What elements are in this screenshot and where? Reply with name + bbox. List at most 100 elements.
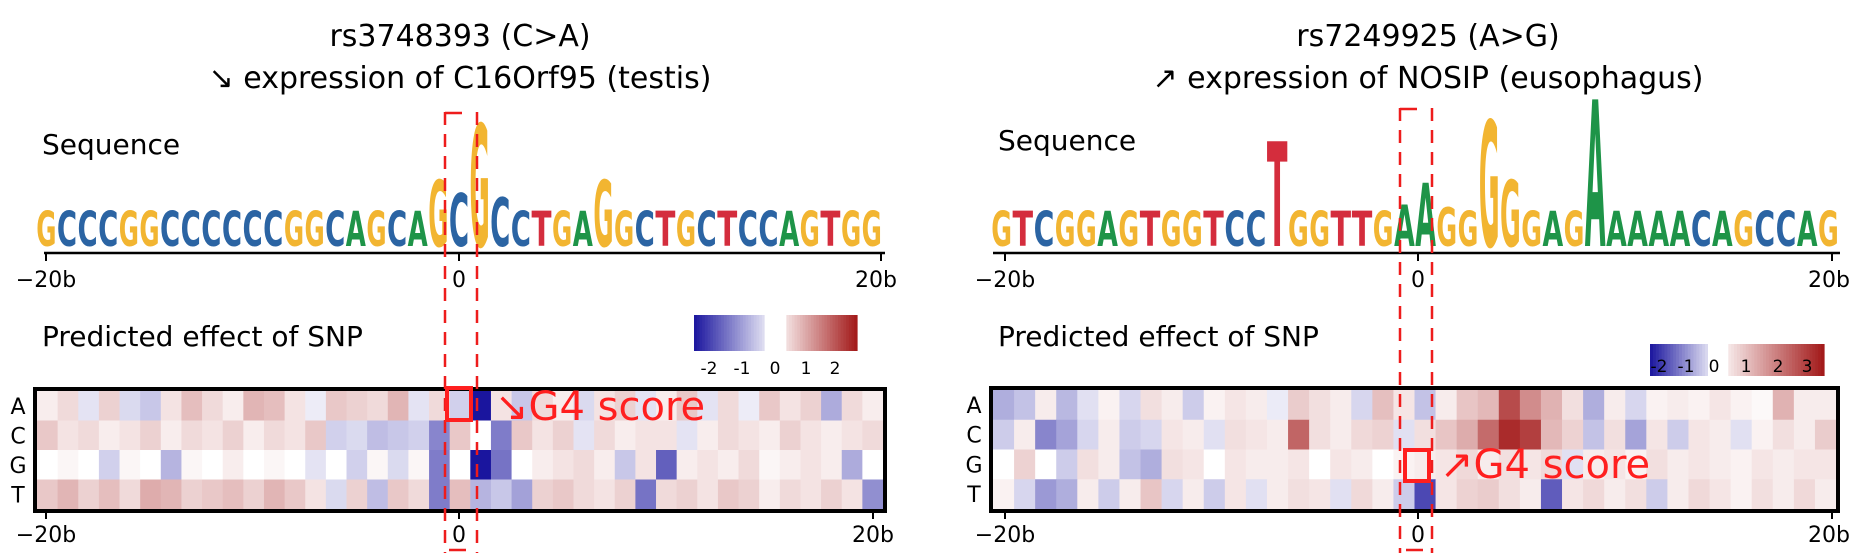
colorbar-segment (1650, 344, 1654, 376)
heatmap-cell (1814, 390, 1837, 421)
g4-score-annotation: ↘G4 score (495, 384, 705, 430)
colorbar-segment (1797, 344, 1802, 376)
colorbar-tick-label: 3 (1802, 357, 1813, 377)
heatmap-cell (1245, 449, 1268, 480)
logo-letter: C (449, 181, 469, 264)
colorbar-segment (1673, 344, 1677, 376)
logo-letter: T (532, 202, 552, 258)
heatmap-cell (862, 391, 884, 421)
heatmap-cell (1288, 479, 1310, 510)
colorbar-segment (1777, 344, 1782, 376)
colorbar-segment (732, 315, 736, 351)
logo-letter: G (1288, 203, 1309, 258)
heatmap-cell (57, 479, 79, 510)
heatmap-cell (1140, 419, 1162, 450)
heatmap-cell (800, 450, 822, 480)
heatmap-cell (140, 420, 162, 451)
logo-letter: C (160, 203, 180, 258)
heatmap-cell (98, 420, 120, 451)
heatmap-cell (697, 450, 719, 480)
heatmap-cell (1604, 390, 1626, 421)
heatmap-cell (160, 450, 182, 480)
logo-letter: A (1585, 60, 1606, 294)
logo-letter: C (325, 203, 345, 258)
heatmap-cell (78, 391, 100, 421)
colorbar-segment (835, 315, 839, 351)
heatmap-cell (367, 420, 389, 451)
heatmap-cell (1119, 449, 1141, 480)
heatmap-cell (1604, 479, 1626, 510)
heatmap-cell (1372, 479, 1394, 510)
heatmap-cell (779, 420, 801, 451)
colorbar-segment (1676, 344, 1680, 376)
heatmap-cell (1793, 390, 1816, 421)
colorbar-segment (1710, 344, 1715, 376)
heatmap-cell (449, 420, 471, 451)
heatmap-cell (635, 420, 657, 451)
heatmap-cell (490, 391, 512, 421)
logo-letter: G (1118, 203, 1139, 258)
heatmap-cell (1498, 390, 1521, 421)
logo-letter: A (1394, 193, 1415, 260)
heatmap-row-label: G (9, 454, 26, 479)
colorbar-tick-label: 1 (801, 359, 812, 379)
heatmap-cell (1519, 449, 1542, 480)
heatmap-cell (119, 420, 141, 451)
colorbar-ticks: -2 -1 0 1 2 3 (1651, 357, 1813, 377)
colorbar-segment (802, 315, 806, 351)
colorbar-segment (734, 315, 739, 351)
heatmap-cell (78, 479, 100, 510)
heatmap-cell (202, 391, 224, 421)
highlighted-cell-box (1403, 448, 1431, 483)
colorbar-segment (1722, 344, 1726, 376)
colorbar-segment (797, 315, 801, 351)
heatmap-cell (532, 391, 554, 421)
heatmap-cell (1793, 479, 1816, 510)
colorbar-segment (1815, 344, 1819, 376)
heatmap-cell (841, 420, 863, 451)
colorbar-segment (723, 315, 728, 351)
heatmap-cell (656, 391, 678, 421)
logo-letter: G (428, 162, 448, 268)
logo-letter: G (1500, 161, 1521, 268)
heatmap-cell (1709, 449, 1732, 480)
heatmap-cell (1709, 390, 1732, 421)
logo-letter: A (1797, 203, 1818, 258)
heatmap-cell (738, 420, 760, 451)
heatmap-cell (1688, 390, 1710, 421)
heatmap-cell (1435, 449, 1458, 480)
heatmap-cell (1688, 479, 1710, 510)
colorbar-segment (1745, 344, 1750, 376)
heatmap-cell (1182, 479, 1205, 510)
heatmap-cell (325, 391, 347, 421)
heatmap-cell (408, 479, 430, 510)
colorbar-segment (848, 315, 853, 351)
heatmap-cell (800, 479, 822, 510)
heatmap-cell (532, 420, 554, 451)
heatmap-cell (1667, 419, 1689, 450)
heatmap-cell (676, 391, 698, 421)
logo-letter: G (139, 203, 159, 258)
heatmap-cell (841, 479, 863, 510)
heatmap-cell (1772, 479, 1795, 510)
colorbar (694, 315, 858, 351)
heatmap-cell (1667, 449, 1689, 480)
heatmap-cell (78, 420, 100, 451)
heatmap-cell (1583, 390, 1605, 421)
heatmap-cell (697, 420, 719, 451)
heatmap-cell (1140, 390, 1162, 421)
logo-letter: G (676, 203, 696, 258)
colorbar-segment (829, 315, 834, 351)
panel-title-line2: ↘ expression of C16Orf95 (testis) (209, 61, 712, 96)
logo-letter: C (57, 203, 77, 258)
heatmap-cell (552, 479, 574, 510)
heatmap-cell (160, 479, 182, 510)
logo-letter: G (800, 203, 820, 258)
colorbar-segment (827, 315, 831, 351)
heatmap-label: Predicted effect of SNP (998, 320, 1319, 353)
logo-letter: A (1542, 203, 1563, 258)
colorbar-segment (702, 315, 706, 351)
heatmap-cell (821, 479, 843, 510)
heatmap-cell (1583, 449, 1605, 480)
